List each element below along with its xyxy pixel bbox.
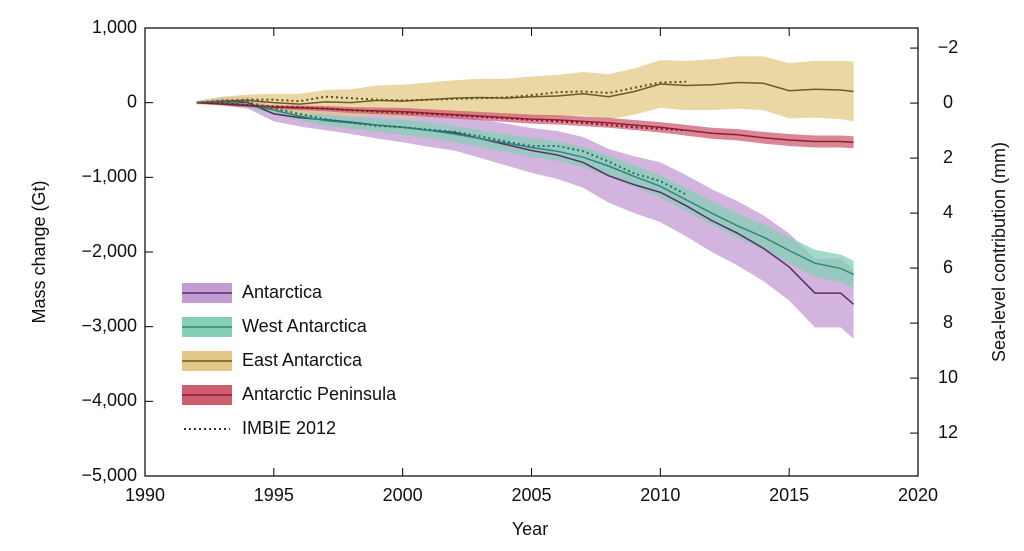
y-tick-label: −1,000 [81, 166, 137, 186]
y-tick-label: −2,000 [81, 241, 137, 261]
y-tick-label: 0 [127, 91, 137, 111]
plot-frame [144, 27, 919, 477]
y-axis-label: Mass change (Gt) [29, 180, 49, 323]
y2-axis-label: Sea-level contribution (mm) [989, 142, 1009, 362]
y2-tick-label: 4 [943, 202, 953, 222]
y2-tick-label: 12 [938, 422, 958, 442]
y2-tick-label: −2 [938, 37, 959, 57]
y2-tick-label: 8 [943, 312, 953, 332]
x-axis-label: Year [512, 519, 548, 539]
series-line [196, 101, 854, 276]
legend-label: West Antarctica [242, 316, 368, 336]
legend-label: East Antarctica [242, 350, 363, 370]
reference-line [196, 80, 687, 104]
legend-label: Antarctica [242, 282, 323, 302]
x-tick-label: 2015 [769, 485, 809, 505]
x-tick-label: 1995 [254, 485, 294, 505]
y2-tick-label: 2 [943, 147, 953, 167]
x-tick-label: 2010 [640, 485, 680, 505]
x-tick-label: 2000 [383, 485, 423, 505]
error-band [196, 56, 854, 122]
y2-tick-label: 0 [943, 92, 953, 112]
y-tick-label: −5,000 [81, 465, 137, 485]
series-line [196, 81, 854, 105]
x-tick-label: 1990 [125, 485, 165, 505]
x-tick-label: 2005 [511, 485, 551, 505]
reference-line [196, 101, 687, 132]
x-tick-label: 2020 [898, 485, 938, 505]
legend-label: Antarctic Peninsula [242, 384, 397, 404]
y2-tick-label: 10 [938, 367, 958, 387]
legend-label: IMBIE 2012 [242, 418, 336, 438]
error-band [196, 100, 854, 289]
y-tick-label: 1,000 [92, 17, 137, 37]
y-tick-label: −3,000 [81, 315, 137, 335]
y2-tick-label: 6 [943, 257, 953, 277]
error-band [196, 101, 854, 149]
y-tick-label: −4,000 [81, 390, 137, 410]
